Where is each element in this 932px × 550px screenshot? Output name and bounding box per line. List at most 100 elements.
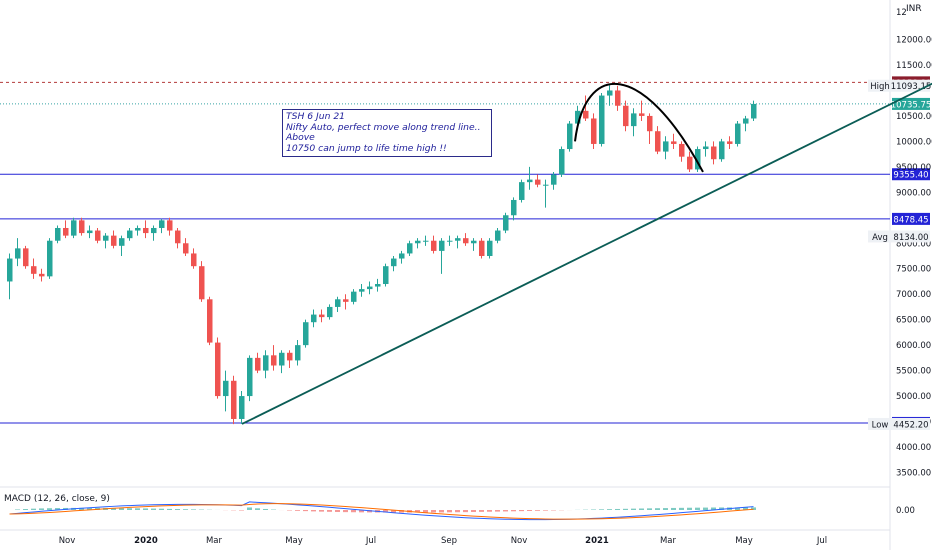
candle-body [47,240,53,277]
macd-histogram-bar [463,510,468,513]
macd-histogram-bar [511,510,516,512]
currency-label: INR [906,4,922,14]
y-tick-label: 12000.00 [896,36,932,46]
candle-body [431,240,437,251]
candle-body [639,113,645,116]
candle-body [183,243,189,254]
candle-body [159,220,165,228]
candle-body [655,131,661,152]
x-tick-label: 2021 [585,536,609,546]
macd-histogram-bar [319,510,324,512]
macd-histogram-bar [247,507,252,510]
macd-histogram-bar [367,510,372,513]
candle-body [63,227,69,236]
y-tick-label: 7500.00 [896,265,931,275]
candle-body [399,253,405,259]
macd-histogram-bar [111,508,116,510]
macd-histogram-bar [543,510,548,511]
stat-tag-value: 4452.20 [893,420,928,430]
candle-body [303,322,309,346]
macd-histogram-bar [735,507,740,510]
candle-body [15,248,21,259]
macd-histogram-bar [383,510,388,513]
macd-histogram-bar [679,507,684,510]
rounding-top-arc [574,82,704,173]
macd-histogram-bar [23,509,28,510]
macd-histogram-bar [671,507,676,510]
macd-histogram-bar [431,510,436,513]
candle-body [703,146,709,150]
candle-body [551,174,557,185]
candle-body [215,342,221,397]
candle-body [143,227,149,234]
trend-line [241,82,932,425]
candle-body [7,258,13,282]
candle-body [599,95,605,144]
x-tick-label: Sep [441,536,457,546]
macd-histogram-bar [535,510,540,511]
candle-body [383,266,389,285]
candle-body [663,141,669,152]
candle-body [375,284,381,287]
macd-histogram-bar [695,507,700,510]
candle-body [615,90,621,106]
macd-histogram-bar [79,507,84,510]
candle-body [471,240,477,244]
macd-histogram-bar [295,510,300,511]
macd-histogram-bar [175,509,180,510]
candle-body [359,289,365,292]
macd-histogram-bar [639,508,644,510]
macd-histogram-bar [455,510,460,513]
macd-histogram-bar [127,508,132,510]
candle-body [151,227,157,234]
macd-histogram-bar [159,508,164,510]
macd-histogram-bar [471,510,476,513]
signal-line [9,503,754,520]
candle-body [727,141,733,144]
candle-body [167,220,173,231]
macd-histogram-bar [519,510,524,512]
macd-histogram-bar [183,509,188,510]
macd-histogram-bar [527,510,532,511]
candle-body [751,103,757,119]
macd-histogram-bar [327,510,332,512]
y-tick-label: 9000.00 [896,188,931,198]
candle-body [631,113,637,127]
price-tag [892,97,930,110]
candle-body [719,141,725,160]
candle-body [743,118,749,124]
note-line: 10750 can jump to life time high !! [286,142,447,154]
macd-histogram-bar [39,508,44,510]
candle-body [239,396,245,419]
macd-histogram-bar [415,510,420,513]
candle-body [95,230,101,241]
macd-histogram-bar [343,510,348,513]
candle-body [271,355,277,366]
candle-body [71,220,77,236]
y-tick-label: 3500.00 [896,468,931,478]
stat-tag-value: 11093.15 [891,82,932,92]
macd-histogram-bar [359,510,364,513]
macd-histogram-bar [663,508,668,510]
stat-tag-value: 8134.00 [893,233,928,243]
candle-body [439,240,445,251]
macd-histogram-bar [151,508,156,510]
candle-body [687,156,693,170]
macd-label: MACD (12, 26, close, 9) [4,494,110,504]
macd-histogram-bar [655,508,660,510]
analysis-note[interactable]: TSH 6 Jun 21 Nifty Auto, perfect move al… [282,109,492,158]
macd-histogram-bar [439,510,444,513]
macd-histogram-bar [703,507,708,510]
candle-body [623,105,629,127]
candle-body [87,230,93,234]
macd-histogram-bar [615,508,620,510]
candle-body [207,299,213,343]
candle-body [39,273,45,277]
x-tick-label: Nov [511,536,528,546]
level-tag [892,212,930,225]
candle-body [679,143,685,157]
candle-body [567,123,573,150]
price-tag-label: 10735.75 [891,100,932,110]
candle-body [519,182,525,200]
